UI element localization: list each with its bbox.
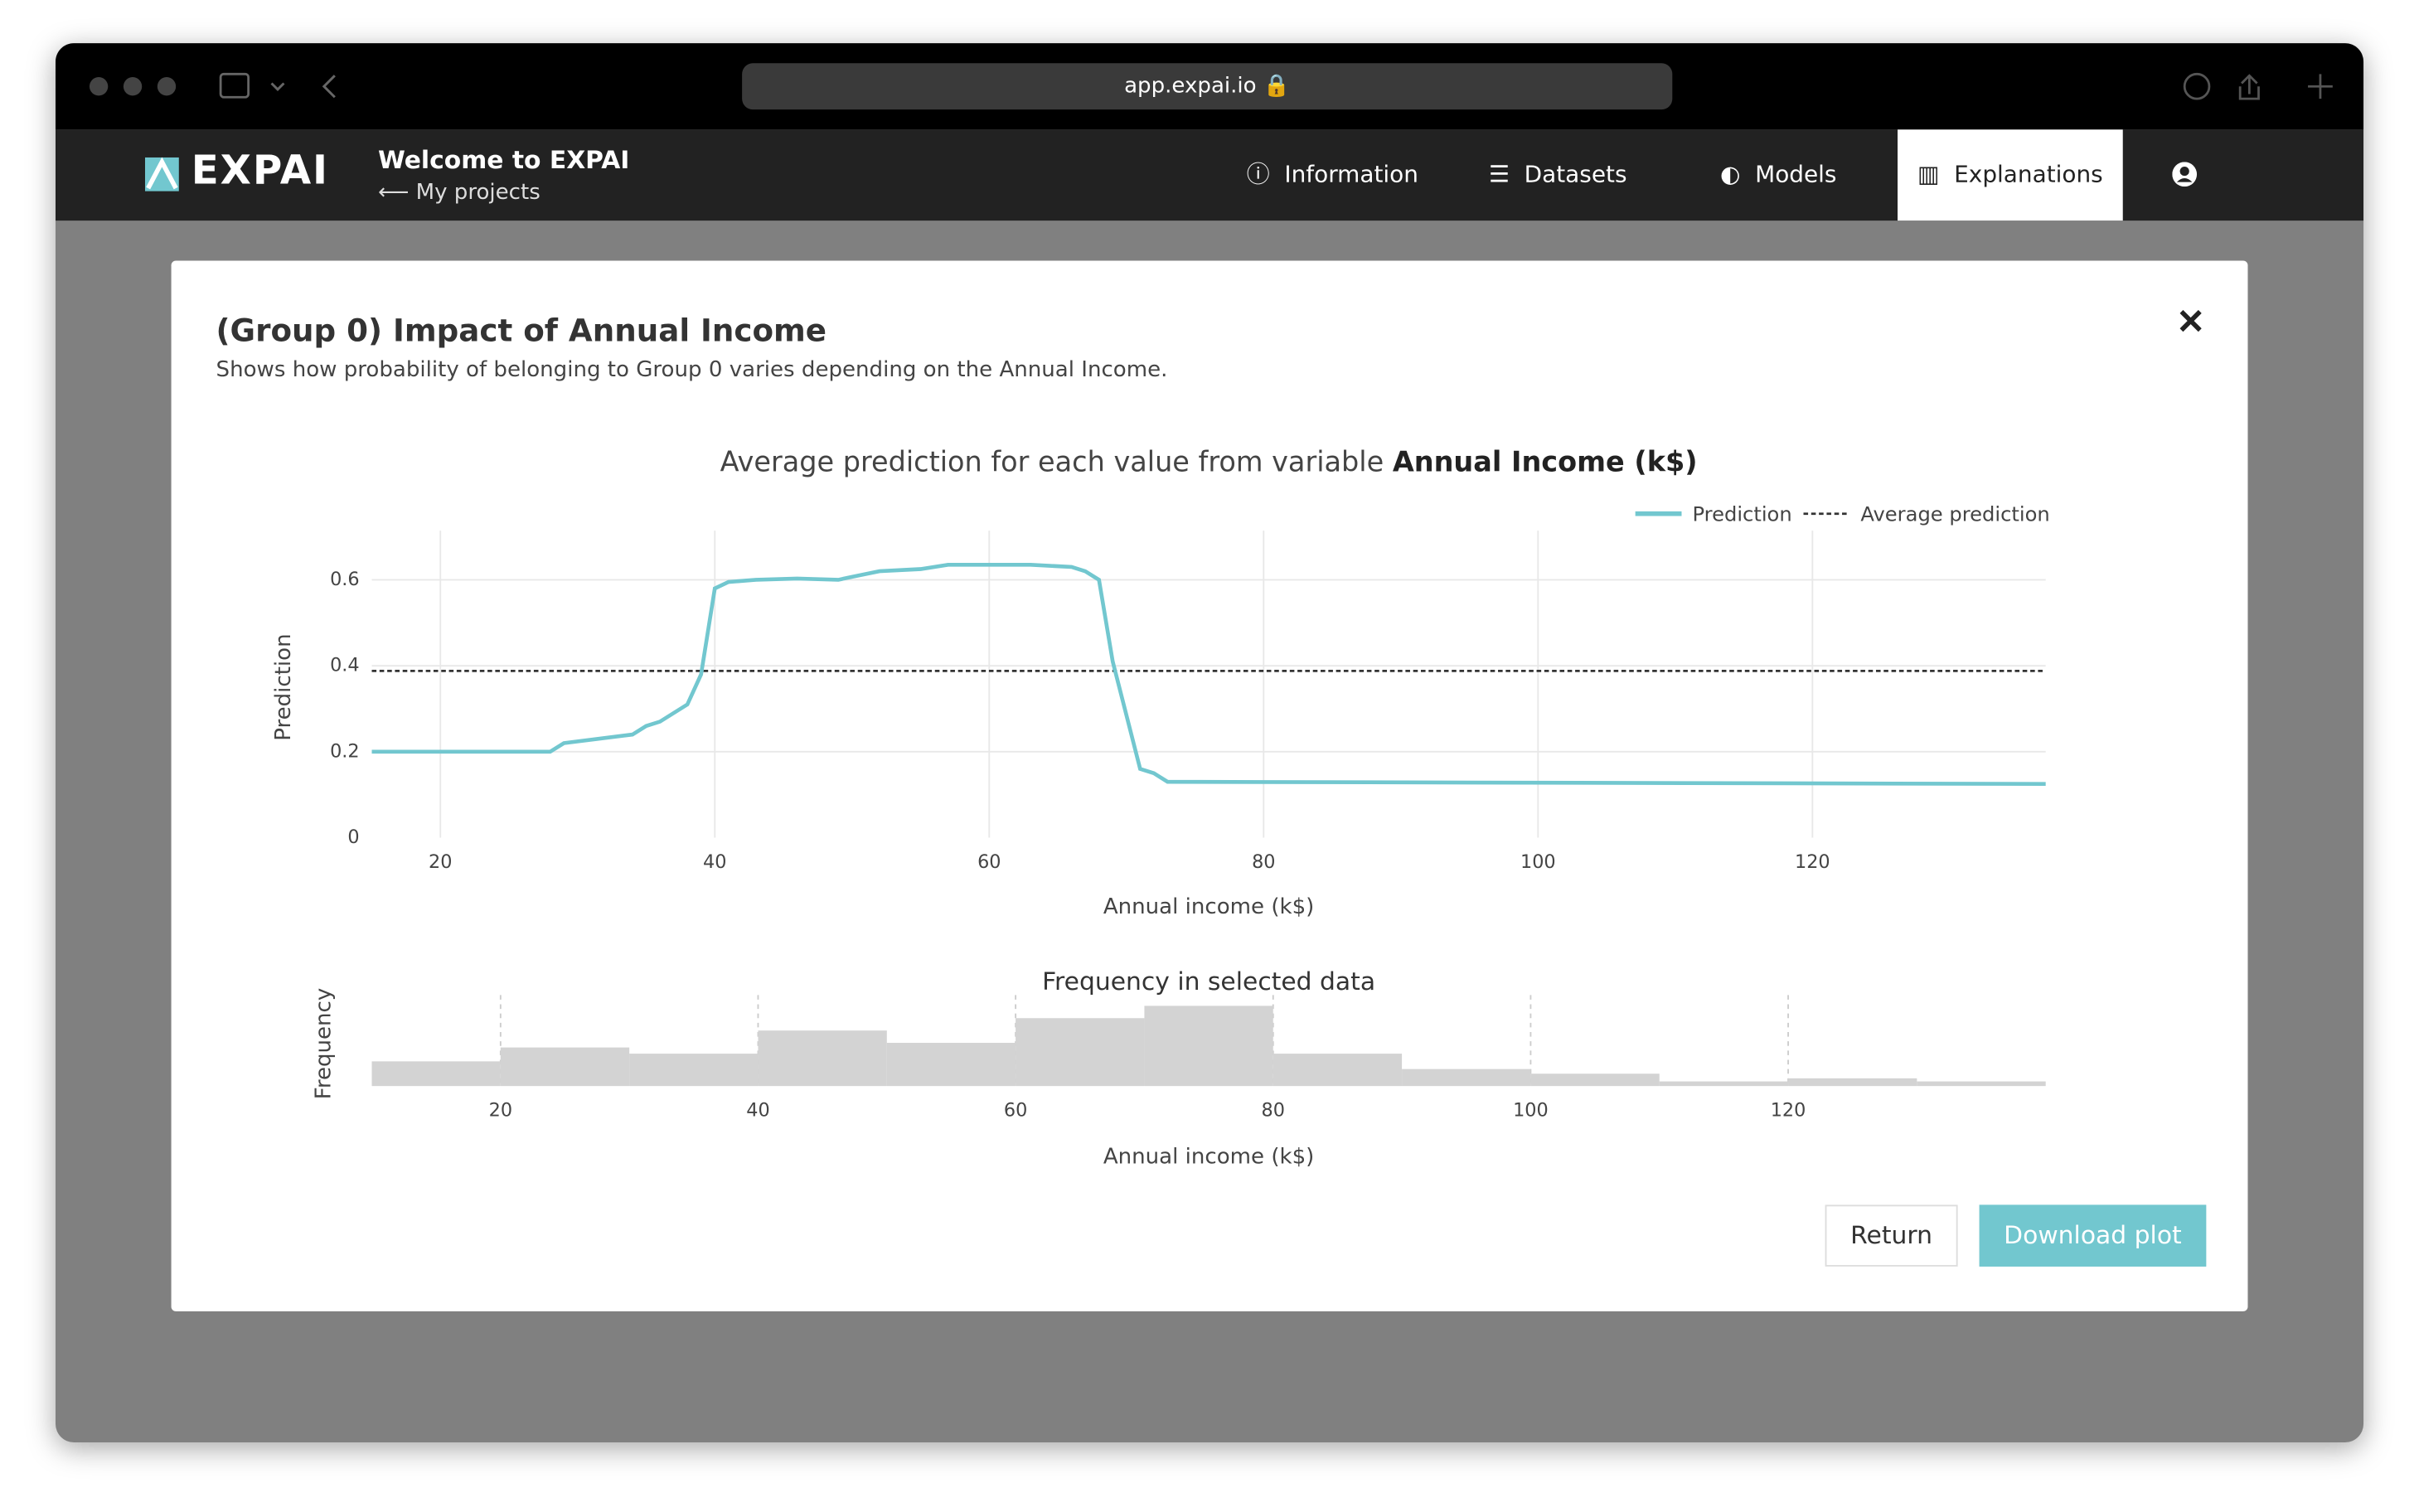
legend-label: Prediction xyxy=(1693,503,1792,526)
histogram-bar xyxy=(1144,1006,1273,1087)
histogram-bar xyxy=(1273,1054,1403,1087)
histogram-bar xyxy=(1402,1069,1531,1087)
toolbar-right-icons[interactable] xyxy=(2179,68,2349,105)
download-button[interactable]: Download plot xyxy=(1979,1204,2207,1267)
x-tick-label: 100 xyxy=(1520,851,1556,873)
x-axis-label: Annual income (k$) xyxy=(1103,1144,1314,1169)
x-tick-label: 20 xyxy=(489,1099,512,1121)
histogram-bar xyxy=(758,1030,887,1087)
legend-label: Average prediction xyxy=(1860,503,2049,526)
logo-icon xyxy=(144,157,179,191)
modal: (Group 0) Impact of Annual Income Shows … xyxy=(171,260,2248,1311)
x-tick-label: 120 xyxy=(1795,851,1830,873)
histogram-bar xyxy=(1788,1078,1917,1087)
back-link[interactable]: ⟵ My projects xyxy=(377,180,541,206)
welcome: Welcome to EXPAI xyxy=(377,144,630,175)
chart-title: Frequency in selected data xyxy=(1042,967,1375,996)
x-tick-label: 120 xyxy=(1771,1099,1806,1121)
nav-label: Explanations xyxy=(1954,160,2103,189)
y-tick-label: 0.2 xyxy=(330,740,360,762)
histogram-bar xyxy=(1016,1018,1145,1087)
chart-title: Average prediction for each value from v… xyxy=(720,445,1698,477)
modal-title: (Group 0) Impact of Annual Income xyxy=(216,311,827,349)
y-tick-label: 0.4 xyxy=(330,655,360,676)
x-tick-label: 40 xyxy=(746,1099,769,1121)
x-tick-label: 80 xyxy=(1252,851,1275,873)
y-axis-label: Frequency xyxy=(311,988,336,1100)
nav-label: Datasets xyxy=(1524,160,1627,189)
modal-subtitle: Shows how probability of belonging to Gr… xyxy=(216,357,1168,383)
nav-item-active[interactable]: ▥ Explanations xyxy=(1898,129,2123,221)
x-tick-label: 40 xyxy=(703,851,726,873)
browser-window: app.expai.io 🔒 EXPAI Welcome to EXPAI ⟵ … xyxy=(55,43,2364,1443)
y-axis-label: Prediction xyxy=(271,633,296,740)
x-tick-label: 20 xyxy=(429,851,452,873)
nav-item[interactable]: ◐ Models xyxy=(1720,160,1837,189)
nav-item[interactable]: ☰ Datasets xyxy=(1488,160,1627,189)
histogram-bar xyxy=(1530,1073,1660,1087)
histogram-bar xyxy=(500,1047,630,1087)
url-text: app.expai.io xyxy=(1124,74,1257,99)
return-button[interactable]: Return xyxy=(1825,1204,1958,1267)
browser-toolbar: app.expai.io 🔒 xyxy=(55,43,2364,130)
back-link-text: My projects xyxy=(415,180,541,206)
histogram-bar xyxy=(371,1061,501,1087)
nav-label: Models xyxy=(1755,160,1837,189)
nav-label: Information xyxy=(1284,160,1418,189)
x-tick-label: 60 xyxy=(977,851,1001,873)
x-axis-label: Annual income (k$) xyxy=(1103,894,1314,919)
user-icon[interactable] xyxy=(2172,162,2198,187)
chart-title-part: Average prediction for each value from v… xyxy=(720,445,1393,477)
x-tick-label: 60 xyxy=(1004,1099,1027,1121)
y-tick-label: 0 xyxy=(347,826,359,848)
nav-item[interactable]: ⓘ Information xyxy=(1246,160,1418,189)
histogram-bar xyxy=(1917,1081,2046,1087)
histogram-bar xyxy=(886,1043,1016,1087)
histogram-bar xyxy=(1659,1081,1789,1087)
close-button[interactable] xyxy=(2179,310,2202,332)
chart-title-bold: Annual Income (k$) xyxy=(1393,445,1698,477)
address-bar[interactable]: app.expai.io 🔒 xyxy=(742,63,1673,110)
x-tick-label: 100 xyxy=(1513,1099,1549,1121)
histogram-bar xyxy=(629,1054,759,1087)
y-tick-label: 0.6 xyxy=(330,569,360,590)
logo-text: EXPAI xyxy=(191,148,329,195)
toolbar-icons[interactable] xyxy=(217,70,341,104)
x-tick-label: 80 xyxy=(1262,1099,1285,1121)
app-navbar: EXPAI Welcome to EXPAI ⟵ My projects ⓘ I… xyxy=(55,129,2364,221)
window-controls[interactable] xyxy=(83,71,206,102)
prediction-line xyxy=(371,562,2046,787)
